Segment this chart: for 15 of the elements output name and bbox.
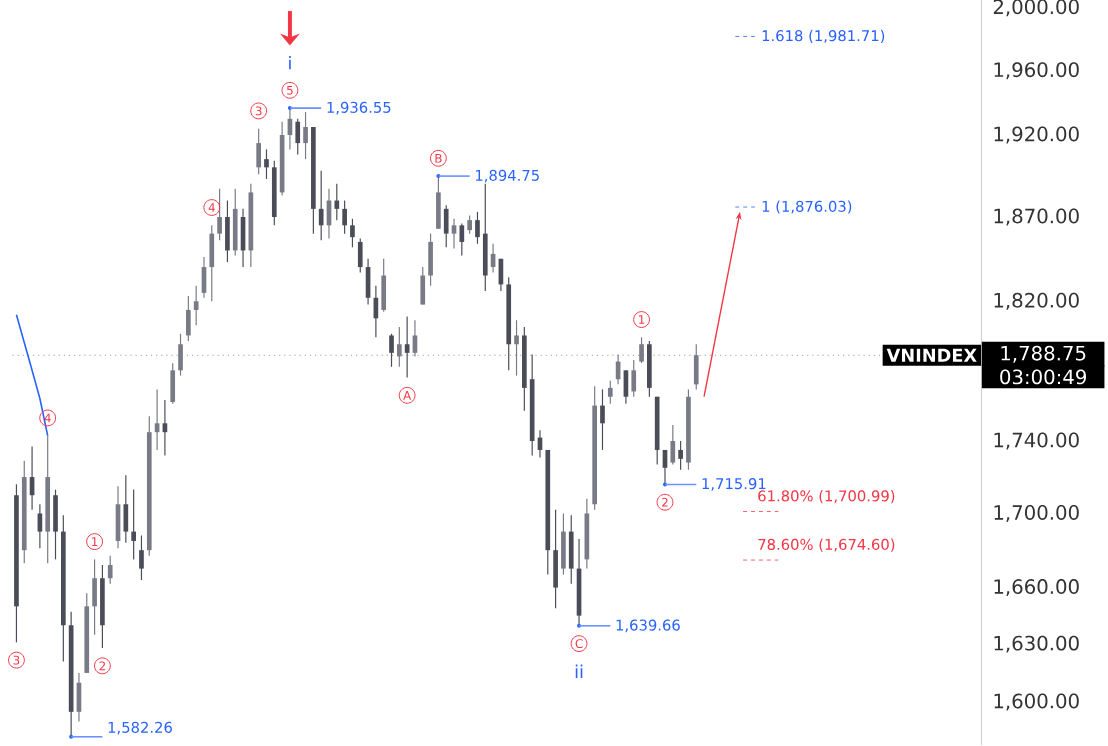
y-tick-label: 1,600.00: [994, 693, 1079, 711]
annotation: i: [289, 56, 291, 70]
y-tick-label: 1,960.00: [994, 62, 1079, 80]
y-tick-label: 1,920.00: [994, 126, 1079, 144]
ref-line-label: VNINDEX: [886, 349, 977, 362]
y-tick-label: 1,700.00: [994, 505, 1079, 523]
y-tick-label: 1,870.00: [994, 208, 1079, 226]
text: 03:00:49: [1000, 369, 1086, 385]
y-tick-label: 1,740.00: [994, 432, 1079, 450]
text: 1,788.75: [1001, 345, 1086, 363]
annotation: ii: [575, 664, 583, 679]
y-tick-label: 2,000.00: [993, 0, 1079, 17]
y-tick-label: 1,820.00: [994, 293, 1079, 310]
y-tick-label: 1,660.00: [994, 579, 1079, 597]
y-tick-label: 1,630.00: [994, 635, 1079, 653]
